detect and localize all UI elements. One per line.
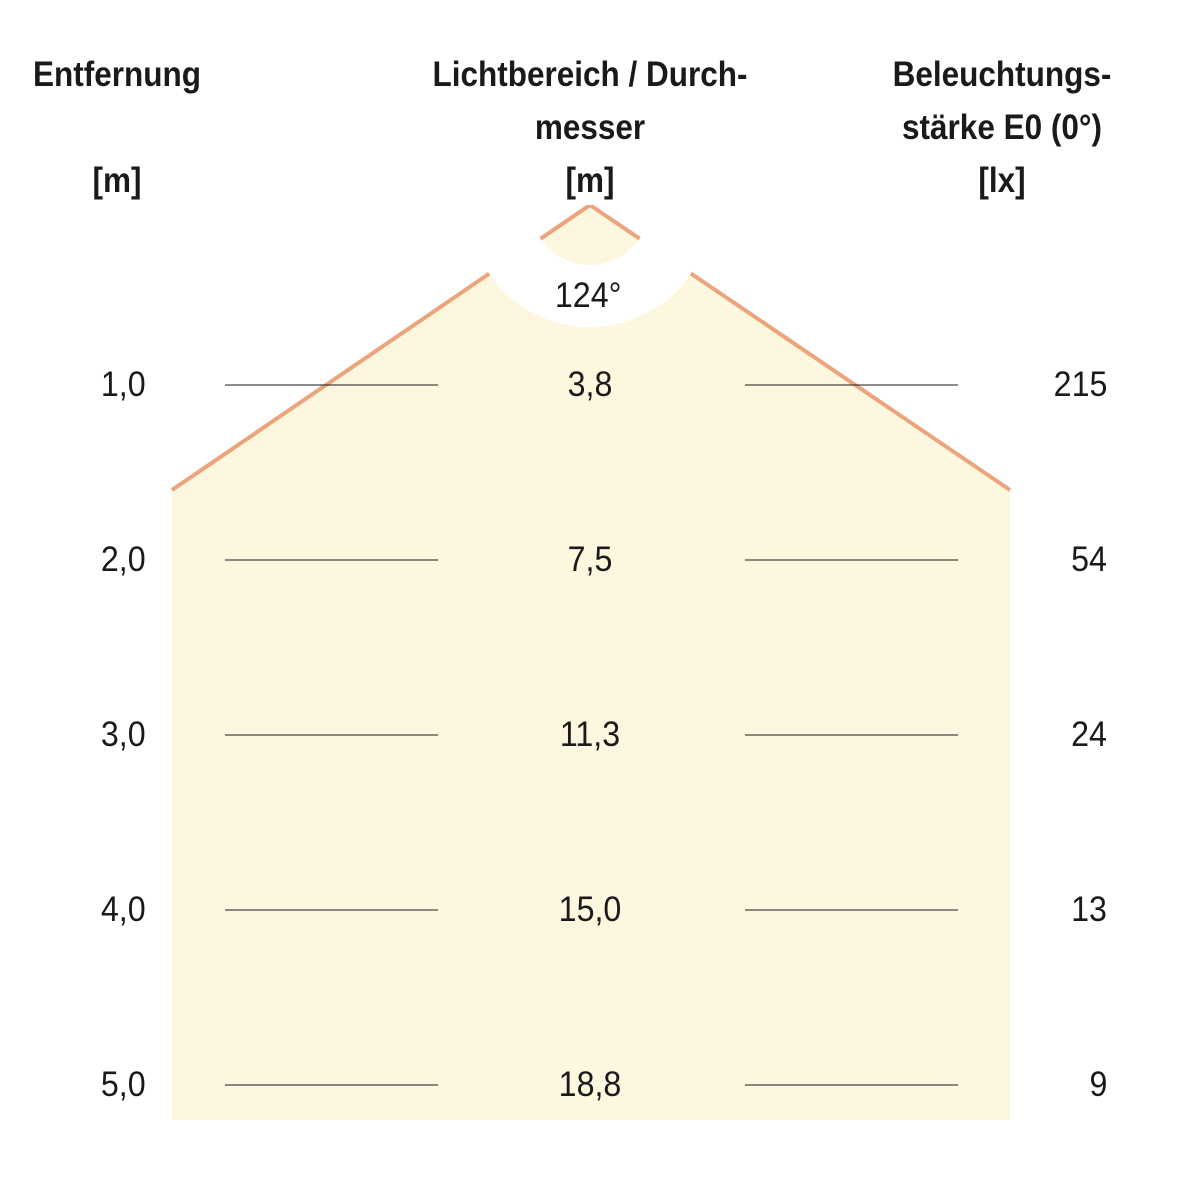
illuminance-value: 9	[1089, 1065, 1107, 1104]
header-distance-label: Entfernung	[33, 55, 201, 94]
distance-value: 1,0	[101, 365, 146, 404]
illuminance-value: 215	[1053, 365, 1107, 404]
header-diameter: Lichtbereich / Durch- messer [m]	[410, 48, 770, 207]
illuminance-value: 13	[1071, 890, 1107, 929]
illuminance-value: 24	[1071, 715, 1107, 754]
diameter-value: 7,5	[567, 540, 613, 579]
diameter-value: 18,8	[558, 1065, 622, 1104]
diameter-value: 11,3	[559, 715, 621, 754]
header-diameter-unit: [m]	[565, 161, 615, 200]
header-illuminance-unit: [lx]	[978, 161, 1026, 200]
header-distance-unit: [m]	[92, 161, 142, 200]
header-illuminance-label-2: stärke E0 (0°)	[902, 108, 1102, 147]
header-illuminance-label: Beleuchtungs-	[892, 55, 1112, 94]
header-illuminance: Beleuchtungs- stärke E0 (0°) [lx]	[867, 48, 1137, 207]
header-distance: Entfernung [m]	[27, 48, 207, 207]
beam-angle-label: 124°	[554, 276, 622, 315]
distance-value: 3,0	[101, 715, 146, 754]
diameter-value: 3,8	[567, 365, 613, 404]
distance-value: 4,0	[101, 890, 146, 929]
diameter-value: 15,0	[558, 890, 622, 929]
illuminance-value: 54	[1071, 540, 1107, 579]
distance-value: 2,0	[101, 540, 146, 579]
distance-value: 5,0	[101, 1065, 146, 1104]
header-diameter-label: Lichtbereich / Durch-	[432, 55, 748, 94]
beam-fill	[172, 205, 1010, 1120]
header-diameter-label-2: messer	[534, 108, 646, 147]
